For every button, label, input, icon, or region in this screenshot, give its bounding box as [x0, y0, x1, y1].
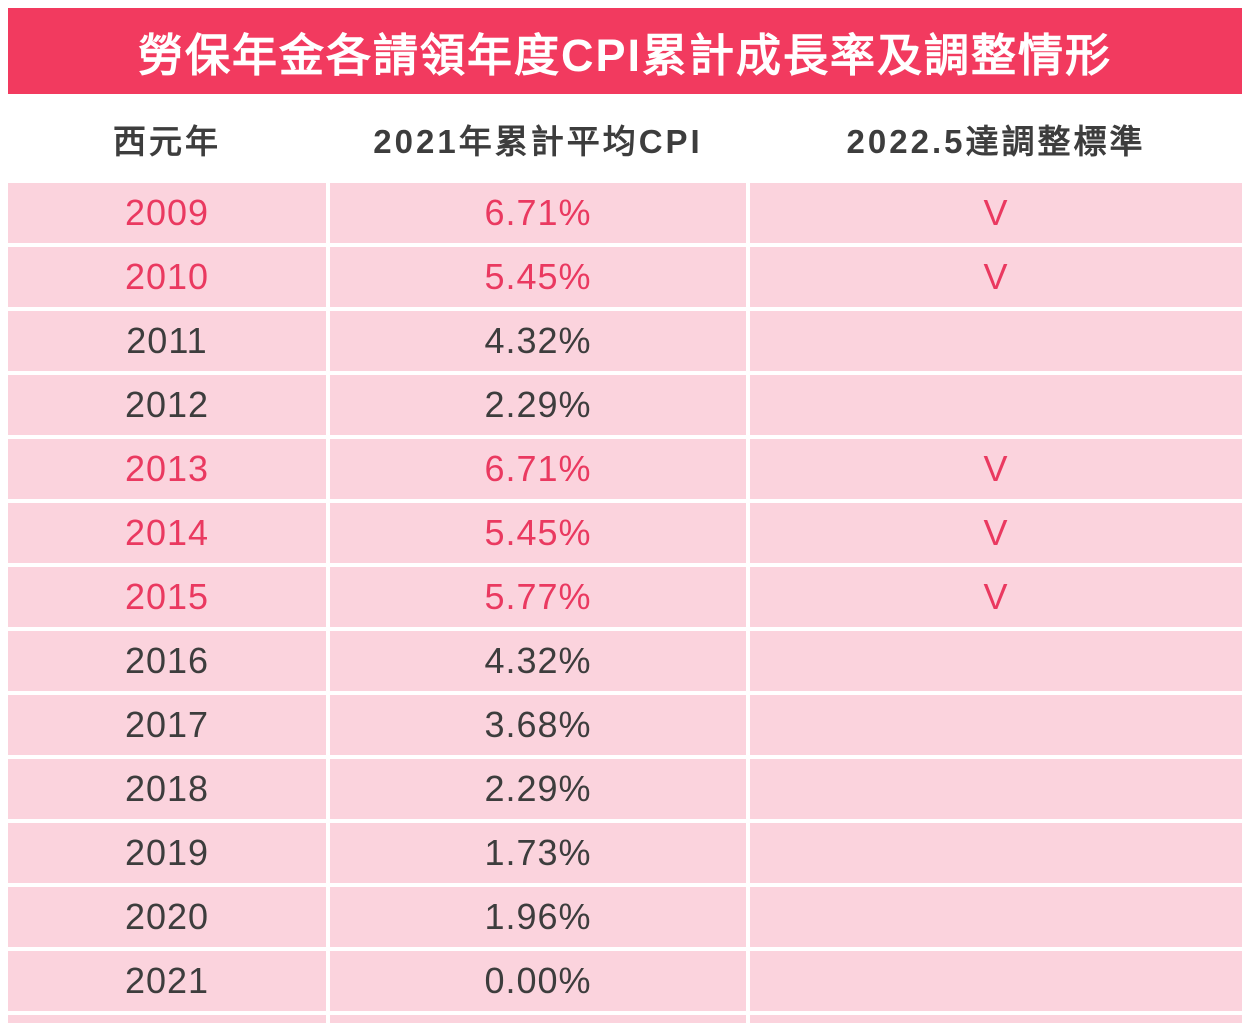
year-cell: 2009: [8, 183, 326, 243]
column-header-year: 西元年: [8, 94, 326, 183]
page-title: 勞保年金各請領年度CPI累計成長率及調整情形: [137, 29, 1113, 81]
adjustment-check-cell: V: [750, 503, 1242, 563]
cpi-value-cell: 5.45%: [330, 247, 746, 307]
adjustment-check-cell: V: [750, 247, 1242, 307]
year-cell: 2010: [8, 247, 326, 307]
column-header-cumulative-cpi: 2021年累計平均CPI: [330, 94, 746, 183]
adjustment-check-cell: [750, 631, 1242, 691]
year-cell: 2017: [8, 695, 326, 755]
cpi-value-cell: 4.32%: [330, 311, 746, 371]
year-cell: 2014: [8, 503, 326, 563]
adjustment-check-cell: [750, 311, 1242, 371]
cpi-value-cell: 3.68%: [330, 695, 746, 755]
cutoff-cell: [750, 1015, 1242, 1023]
cutoff-row: [8, 1015, 1242, 1023]
adjustment-check-cell: V: [750, 183, 1242, 243]
cpi-value-cell: 2.29%: [330, 759, 746, 819]
adjustment-check-cell: [750, 887, 1242, 947]
cpi-value-cell: 5.45%: [330, 503, 746, 563]
adjustment-check-cell: V: [750, 567, 1242, 627]
adjustment-check-cell: [750, 375, 1242, 435]
adjustment-check-cell: [750, 759, 1242, 819]
table-body: 2009 6.71% V 2010 5.45% V 2011 4.32% 201…: [8, 183, 1242, 1011]
year-cell: 2016: [8, 631, 326, 691]
adjustment-check-cell: [750, 695, 1242, 755]
year-cell: 2015: [8, 567, 326, 627]
title-bar: 勞保年金各請領年度CPI累計成長率及調整情形: [8, 8, 1242, 94]
adjustment-check-cell: [750, 823, 1242, 883]
cutoff-cell: [8, 1015, 326, 1023]
column-header-adjustment-standard: 2022.5達調整標準: [750, 94, 1242, 183]
table-header: 西元年 2021年累計平均CPI 2022.5達調整標準: [8, 94, 1242, 183]
adjustment-check-cell: V: [750, 439, 1242, 499]
cpi-value-cell: 4.32%: [330, 631, 746, 691]
year-cell: 2019: [8, 823, 326, 883]
cpi-value-cell: 5.77%: [330, 567, 746, 627]
cpi-value-cell: 1.96%: [330, 887, 746, 947]
year-cell: 2013: [8, 439, 326, 499]
year-cell: 2011: [8, 311, 326, 371]
year-cell: 2012: [8, 375, 326, 435]
cpi-value-cell: 6.71%: [330, 183, 746, 243]
year-cell: 2020: [8, 887, 326, 947]
year-cell: 2018: [8, 759, 326, 819]
adjustment-check-cell: [750, 951, 1242, 1011]
year-cell: 2021: [8, 951, 326, 1011]
cpi-value-cell: 2.29%: [330, 375, 746, 435]
cpi-value-cell: 6.71%: [330, 439, 746, 499]
cutoff-cell: [330, 1015, 746, 1023]
cpi-value-cell: 1.73%: [330, 823, 746, 883]
cpi-value-cell: 0.00%: [330, 951, 746, 1011]
